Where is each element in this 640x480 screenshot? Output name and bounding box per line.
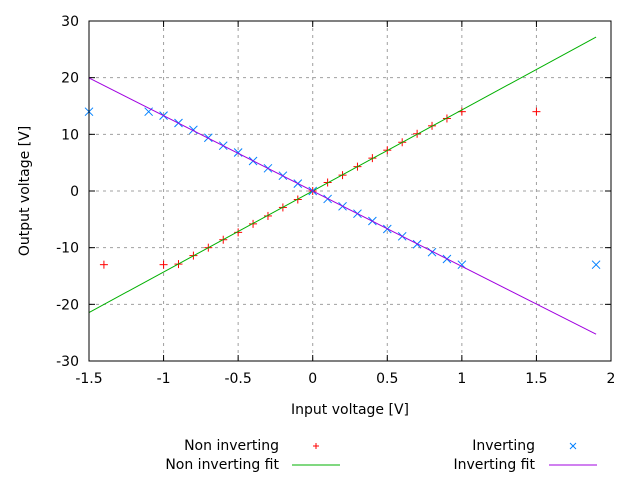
y-tick-label: 0 xyxy=(70,184,79,200)
non-inverting-point xyxy=(263,211,272,220)
inverting-point xyxy=(144,107,154,117)
legend-marker-inverting xyxy=(569,442,577,450)
non-inverting-point xyxy=(234,228,243,237)
y-axis-label: Output voltage [V] xyxy=(17,126,33,256)
non-inverting-point xyxy=(159,260,168,269)
x-tick-label: -1 xyxy=(157,371,171,387)
x-tick-label: 2 xyxy=(607,371,616,387)
x-tick-label: -1.5 xyxy=(75,371,102,387)
legend-label-inverting: Inverting xyxy=(472,438,535,454)
non-inverting-point xyxy=(532,107,541,116)
y-tick-label: 20 xyxy=(61,71,79,87)
marker-stroke xyxy=(457,260,467,270)
x-axis-label: Input voltage [V] xyxy=(291,402,409,418)
x-tick-label: 0.5 xyxy=(376,371,398,387)
non-inverting-fit-line xyxy=(88,36,597,313)
ticks: -1.5 -1 -0.5 0 0.5 1 1.5 2 -30 -20 -10 0 10 20 30 xyxy=(56,14,615,387)
x-tick-label: -0.5 xyxy=(224,371,251,387)
marker-stroke xyxy=(569,442,577,450)
grid xyxy=(89,21,611,361)
y-tick-label: 10 xyxy=(61,127,79,143)
x-tick-label: 1 xyxy=(457,371,466,387)
x-tick-label: 1.5 xyxy=(525,371,547,387)
plot-border xyxy=(88,20,612,362)
non-inverting-point xyxy=(99,260,108,269)
y-tick-label: -20 xyxy=(56,297,79,313)
marker-stroke xyxy=(233,148,243,157)
marker-stroke xyxy=(591,260,601,270)
marker-stroke xyxy=(189,125,198,135)
y-tick-label: -10 xyxy=(56,241,79,257)
series xyxy=(84,36,601,335)
inverting-fit-line xyxy=(88,77,597,335)
legend-label-non-inverting: Non inverting xyxy=(184,438,279,454)
legend-label-non-inverting-fit: Non inverting fit xyxy=(165,457,279,473)
y-tick-label: -30 xyxy=(56,354,79,370)
legend-marker-non-inverting xyxy=(313,443,319,449)
y-tick-label: 30 xyxy=(61,14,79,30)
x-tick-label: 0 xyxy=(308,371,317,387)
marker-stroke xyxy=(427,247,437,257)
inverting-point xyxy=(591,260,601,270)
legend-label-inverting-fit: Inverting fit xyxy=(453,457,535,473)
legend: Non inverting Non inverting fit Invertin… xyxy=(165,438,597,473)
